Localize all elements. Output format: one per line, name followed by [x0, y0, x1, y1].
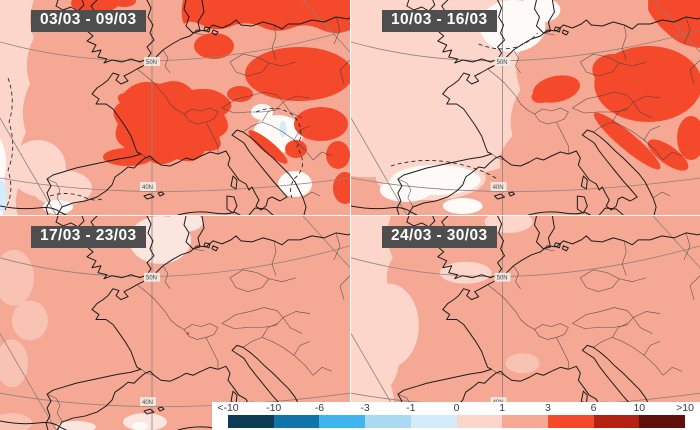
colorbar-swatch — [410, 415, 457, 428]
map-panel-week1: 03/03 - 09/03 — [0, 0, 350, 215]
colorbar-swatch — [273, 415, 320, 428]
colorbar-swatch — [319, 415, 366, 428]
map-panel-week3: 17/03 - 23/03 — [0, 215, 350, 430]
period-label-week4: 24/03 - 30/03 — [382, 226, 497, 248]
map-panel-week4: 24/03 - 30/03 — [350, 215, 700, 430]
tick-label: -1 — [406, 402, 416, 414]
tick-label: -10 — [266, 402, 282, 414]
colorbar-swatch — [456, 415, 503, 428]
tick-label: 6 — [590, 402, 597, 414]
anomaly-map-week3 — [0, 216, 350, 430]
zero-contour-dashes — [4, 77, 303, 211]
colorbar-legend: <-10 -10 -6 -3 -1 0 1 3 6 10 >10 — [212, 402, 700, 430]
period-label-week1: 03/03 - 09/03 — [31, 10, 146, 32]
map-panel-week2: 10/03 - 16/03 — [350, 0, 700, 215]
anomaly-map-week1 — [0, 0, 350, 215]
tick-label: 1 — [499, 402, 506, 414]
colorbar — [228, 415, 686, 428]
colorbar-swatch — [502, 415, 548, 428]
zero-contour-dashes — [390, 32, 538, 181]
tick-label: 10 — [633, 402, 646, 414]
anomaly-blobs — [351, 0, 700, 214]
colorbar-swatch — [639, 415, 686, 428]
tick-label: 0 — [453, 402, 460, 414]
tick-label: <-10 — [217, 402, 239, 414]
tick-label: -6 — [314, 402, 325, 414]
period-label-week3: 17/03 - 23/03 — [31, 226, 146, 248]
colorbar-swatch — [365, 415, 411, 428]
anomaly-map-week2 — [351, 0, 700, 215]
colorbar-swatch — [547, 415, 594, 428]
tick-label: >10 — [676, 402, 694, 414]
period-label-week2: 10/03 - 16/03 — [382, 10, 497, 32]
tick-label: -3 — [360, 402, 370, 414]
colorbar-swatch — [228, 415, 274, 428]
colorbar-ticks: <-10 -10 -6 -3 -1 0 1 3 6 10 >10 — [217, 402, 694, 415]
tick-label: 3 — [544, 402, 551, 414]
anomaly-map-week4 — [351, 216, 700, 430]
anomaly-blobs — [0, 0, 350, 215]
colorbar-swatch — [593, 415, 640, 428]
